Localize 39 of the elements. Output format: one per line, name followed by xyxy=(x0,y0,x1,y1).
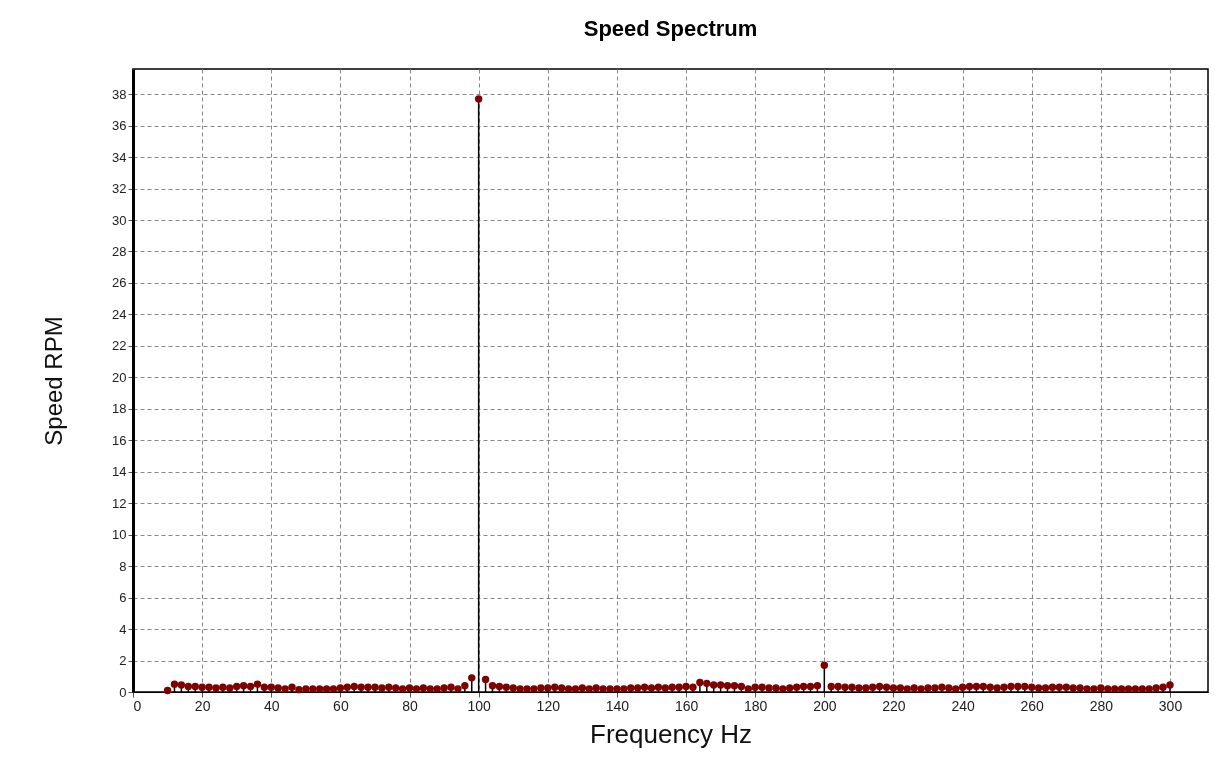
x-tick-label: 240 xyxy=(951,697,975,714)
y-tick-label: 8 xyxy=(119,558,127,574)
y-tick-label: 6 xyxy=(119,590,127,606)
y-tick-label: 12 xyxy=(112,495,127,511)
y-tick-label: 22 xyxy=(112,338,127,354)
x-tick-label: 80 xyxy=(402,697,419,714)
y-tick-label: 26 xyxy=(112,275,127,291)
y-tick-label: 14 xyxy=(112,464,127,480)
y-tick-label: 2 xyxy=(119,653,127,669)
y-tick-label: 38 xyxy=(112,86,127,102)
x-axis-title: Frequency Hz xyxy=(590,718,752,749)
y-axis-title: Speed RPM xyxy=(40,316,68,446)
y-tick-label: 32 xyxy=(112,181,127,197)
y-tick-label: 30 xyxy=(112,212,127,228)
x-tick-label: 120 xyxy=(536,697,561,714)
x-tick-label: 200 xyxy=(813,697,837,714)
x-tick-label: 40 xyxy=(263,697,280,714)
y-tick-label: 28 xyxy=(112,243,127,259)
x-tick-label: 60 xyxy=(333,697,349,714)
x-tick-label: 140 xyxy=(605,697,630,714)
x-tick-label: 260 xyxy=(1020,697,1045,714)
x-tick-label: 300 xyxy=(1158,697,1183,714)
y-tick-label: 4 xyxy=(119,621,127,637)
x-tick-label: 220 xyxy=(882,697,906,714)
x-tick-label: 100 xyxy=(467,697,492,714)
y-tick-label: 10 xyxy=(112,527,127,543)
y-tick-label: 18 xyxy=(112,401,127,417)
y-tick-label: 20 xyxy=(112,369,127,385)
x-tick-label: 20 xyxy=(194,697,211,714)
y-tick-label: 34 xyxy=(112,149,127,165)
chart-title: Speed Spectrum xyxy=(583,16,758,41)
x-tick-label: 0 xyxy=(133,697,142,714)
y-tick-label: 16 xyxy=(112,432,127,448)
y-tick-label: 36 xyxy=(112,118,127,134)
x-tick-label: 160 xyxy=(674,697,699,714)
x-tick-label: 180 xyxy=(744,697,768,714)
y-tick-label: 24 xyxy=(112,306,127,322)
y-tick-label: 0 xyxy=(119,684,127,700)
x-tick-label: 280 xyxy=(1089,697,1114,714)
